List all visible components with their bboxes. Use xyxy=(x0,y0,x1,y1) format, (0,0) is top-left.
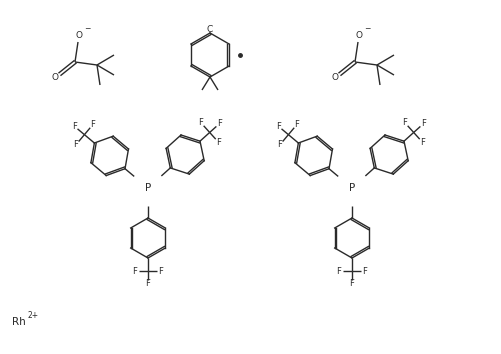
Text: F: F xyxy=(216,119,221,128)
Text: P: P xyxy=(145,183,151,193)
Text: −: − xyxy=(84,24,90,34)
Text: F: F xyxy=(145,280,150,289)
Text: F: F xyxy=(132,267,137,275)
Text: F: F xyxy=(294,120,299,129)
Text: C: C xyxy=(206,24,213,34)
Text: F: F xyxy=(198,118,203,127)
Text: F: F xyxy=(420,119,425,128)
Text: F: F xyxy=(336,267,341,275)
Text: O: O xyxy=(52,73,59,81)
Text: F: F xyxy=(215,138,220,147)
Text: F: F xyxy=(349,280,354,289)
Text: F: F xyxy=(277,140,282,149)
Text: −: − xyxy=(363,24,369,34)
Text: F: F xyxy=(419,138,424,147)
Text: F: F xyxy=(158,267,163,275)
Text: 2+: 2+ xyxy=(28,312,39,320)
Text: P: P xyxy=(348,183,354,193)
Text: F: F xyxy=(90,120,95,129)
Text: F: F xyxy=(276,122,281,131)
Text: F: F xyxy=(72,122,77,131)
Text: F: F xyxy=(402,118,407,127)
Text: O: O xyxy=(331,73,338,81)
Text: Rh: Rh xyxy=(12,317,26,327)
Text: F: F xyxy=(74,140,78,149)
Text: F: F xyxy=(362,267,367,275)
Text: O: O xyxy=(355,30,362,40)
Text: O: O xyxy=(75,30,82,40)
